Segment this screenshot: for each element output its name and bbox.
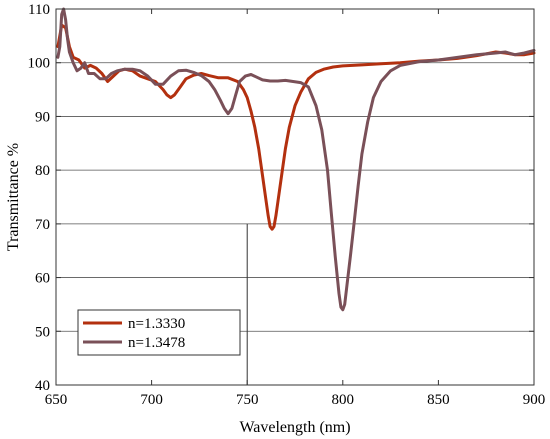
x-axis-title: Wavelength (nm) [239,419,350,436]
legend-box [77,309,241,356]
x-tick-label: 700 [140,392,163,408]
y-tick-label: 40 [35,378,50,394]
y-tick-label: 100 [28,56,51,72]
legend: n=1.3330 n=1.3478 [77,309,241,356]
x-tick-label: 750 [236,392,259,408]
series-layer [56,7,536,312]
x-tick-label: 900 [523,392,546,408]
y-tick-label: 90 [35,109,50,125]
x-tick-label: 800 [332,392,355,408]
axis-ticks [55,8,535,386]
y-tick-label: 50 [35,324,50,340]
y-tick-label: 60 [35,271,50,287]
series-line-1 [56,23,536,231]
x-tick-label: 850 [427,392,450,408]
y-axis-title: Transmittance % [5,143,22,251]
legend-label-n1: n=1.3330 [128,316,185,332]
plot-frame [55,8,535,386]
y-tick-label: 80 [35,163,50,179]
y-tick-label: 70 [35,217,50,233]
x-tick-label: 650 [45,392,68,408]
tick-labels: 40 50 60 70 80 90 100 110 650 700 750 800 850 900 [28,2,546,408]
legend-label-n2: n=1.3478 [128,335,185,351]
series-line-2 [56,7,536,312]
y-tick-label: 110 [28,2,50,18]
